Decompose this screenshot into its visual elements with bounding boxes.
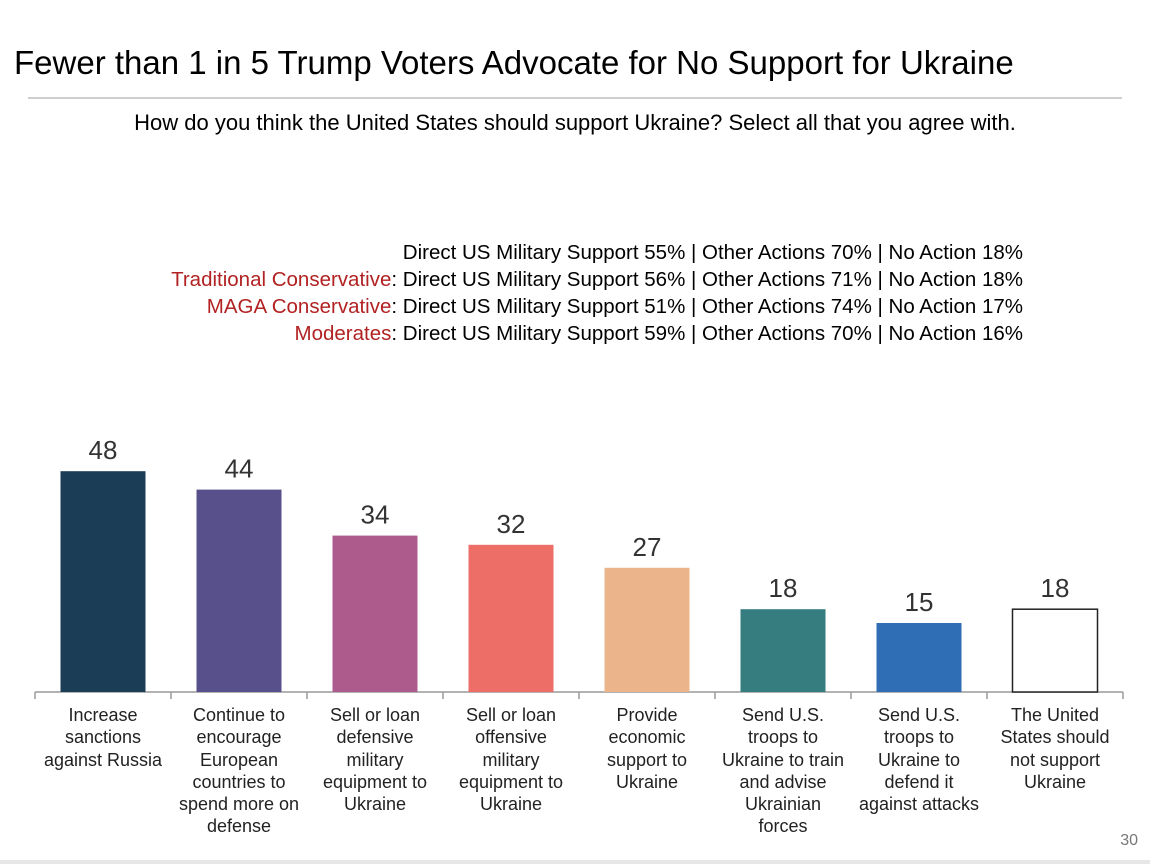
bar-value-label: 48 [89,435,118,465]
category-label-line: sanctions [64,727,142,748]
bar-value-label: 34 [361,500,390,530]
bar-value-label: 32 [497,509,526,539]
summary-text: : Direct US Military Support 56% | Other… [391,268,1023,291]
category-label-line: Sell or loan [465,705,557,725]
summary-segment: MAGA Conservative [206,295,392,318]
footer-divider [0,860,1150,864]
category-label-line: encourage [196,727,282,748]
category-label-line: Continue to [192,705,286,725]
bar [332,535,418,692]
category-label-line: against attacks [858,794,980,815]
category-label-line: equipment to [322,771,428,792]
category-label-line: defend it [884,771,954,792]
bar [196,489,282,692]
category-label-line: defense [206,816,272,837]
bar [876,623,962,692]
bar [740,609,826,692]
category-label-line: Ukraine [343,794,407,815]
category-label-line: troops to [883,727,955,748]
page-number: 30 [1120,832,1138,849]
category-label-line: military [346,749,404,770]
summary-text: : Direct US Military Support 59% | Other… [391,322,1023,345]
category-label: Send U.S. troops to Ukraine to train and ad… [717,704,849,838]
summary-block: Direct US Military Support 55% | Other A… [23,239,1023,347]
summary-text: Direct US Military Support 55% | Other A… [402,241,1023,264]
bar-value-label: 18 [1041,573,1070,603]
title-divider [28,97,1122,99]
category-label: Provide economic support to Ukraine [581,704,713,793]
category-label-line: Ukraine [479,794,543,815]
category-label-line: equipment to [458,771,564,792]
category-label-line: Ukraine [1023,771,1087,792]
summary-text: : Direct US Military Support 51% | Other… [391,295,1023,318]
category-label-line: support to [606,749,688,770]
category-label: Increase sanctions against Russia [37,704,169,771]
summary-row-traditional-conservative: Traditional Conservative: Direct US Mili… [23,266,1023,293]
category-label-line: not support [1009,749,1101,770]
category-label-line: countries to [192,771,286,792]
page-title: Fewer than 1 in 5 Trump Voters Advocate … [14,44,1014,81]
category-label-line: defensive [336,727,414,748]
category-label-line: Increase [68,705,138,725]
category-label-line: Send U.S. [741,705,825,725]
category-label-line: The United [1010,705,1100,725]
category-label-line: offensive [475,727,547,748]
bar [1011,608,1099,693]
summary-row-maga-conservative: MAGA Conservative: Direct US Military Su… [23,293,1023,320]
category-label: Continue to encourage European countries to… [173,704,305,838]
category-label-line: Ukraine to [877,749,961,770]
bar-value-label: 27 [633,532,662,562]
category-label-line: Provide [616,705,678,725]
summary-row-moderates: Moderates: Direct US Military Support 59… [23,320,1023,347]
category-label: Send U.S. troops to Ukraine to defend it aga… [853,704,985,815]
bar [60,471,146,692]
bar [604,567,690,692]
category-label-line: economic [608,727,686,748]
category-label-line: Ukraine to train [721,749,845,770]
category-label: The United States should not support Ukrain… [989,704,1121,793]
category-label-line: military [482,749,540,770]
bar-value-label: 18 [769,573,798,603]
category-label: Sell or loan offensive military equipment t… [445,704,577,815]
category-label-line: and advise [739,771,827,792]
category-label-line: Sell or loan [329,705,421,725]
category-label-line: troops to [747,727,819,748]
bar-chart: 48 44 34 32 27 18 15 18 [34,435,1124,699]
summary-segment: Traditional Conservative [171,268,392,291]
summary-segment: Moderates [294,322,392,345]
category-label-line: Send U.S. [877,705,961,725]
bar-value-label: 44 [225,454,254,484]
category-label-line: Ukrainian [744,794,822,815]
survey-question: How do you think the United States shoul… [134,110,1016,135]
category-label-line: Ukraine [615,771,679,792]
category-label-line: against Russia [43,749,163,770]
category-label-line: spend more on [178,794,300,815]
category-label-line: States should [1000,727,1110,748]
summary-row-overall: Direct US Military Support 55% | Other A… [23,239,1023,266]
category-label-line: forces [758,816,808,837]
bar-value-label: 15 [905,587,934,617]
category-label: Sell or loan defensive military equipment t… [309,704,441,815]
category-label-line: European [199,749,279,770]
bar [468,544,554,692]
